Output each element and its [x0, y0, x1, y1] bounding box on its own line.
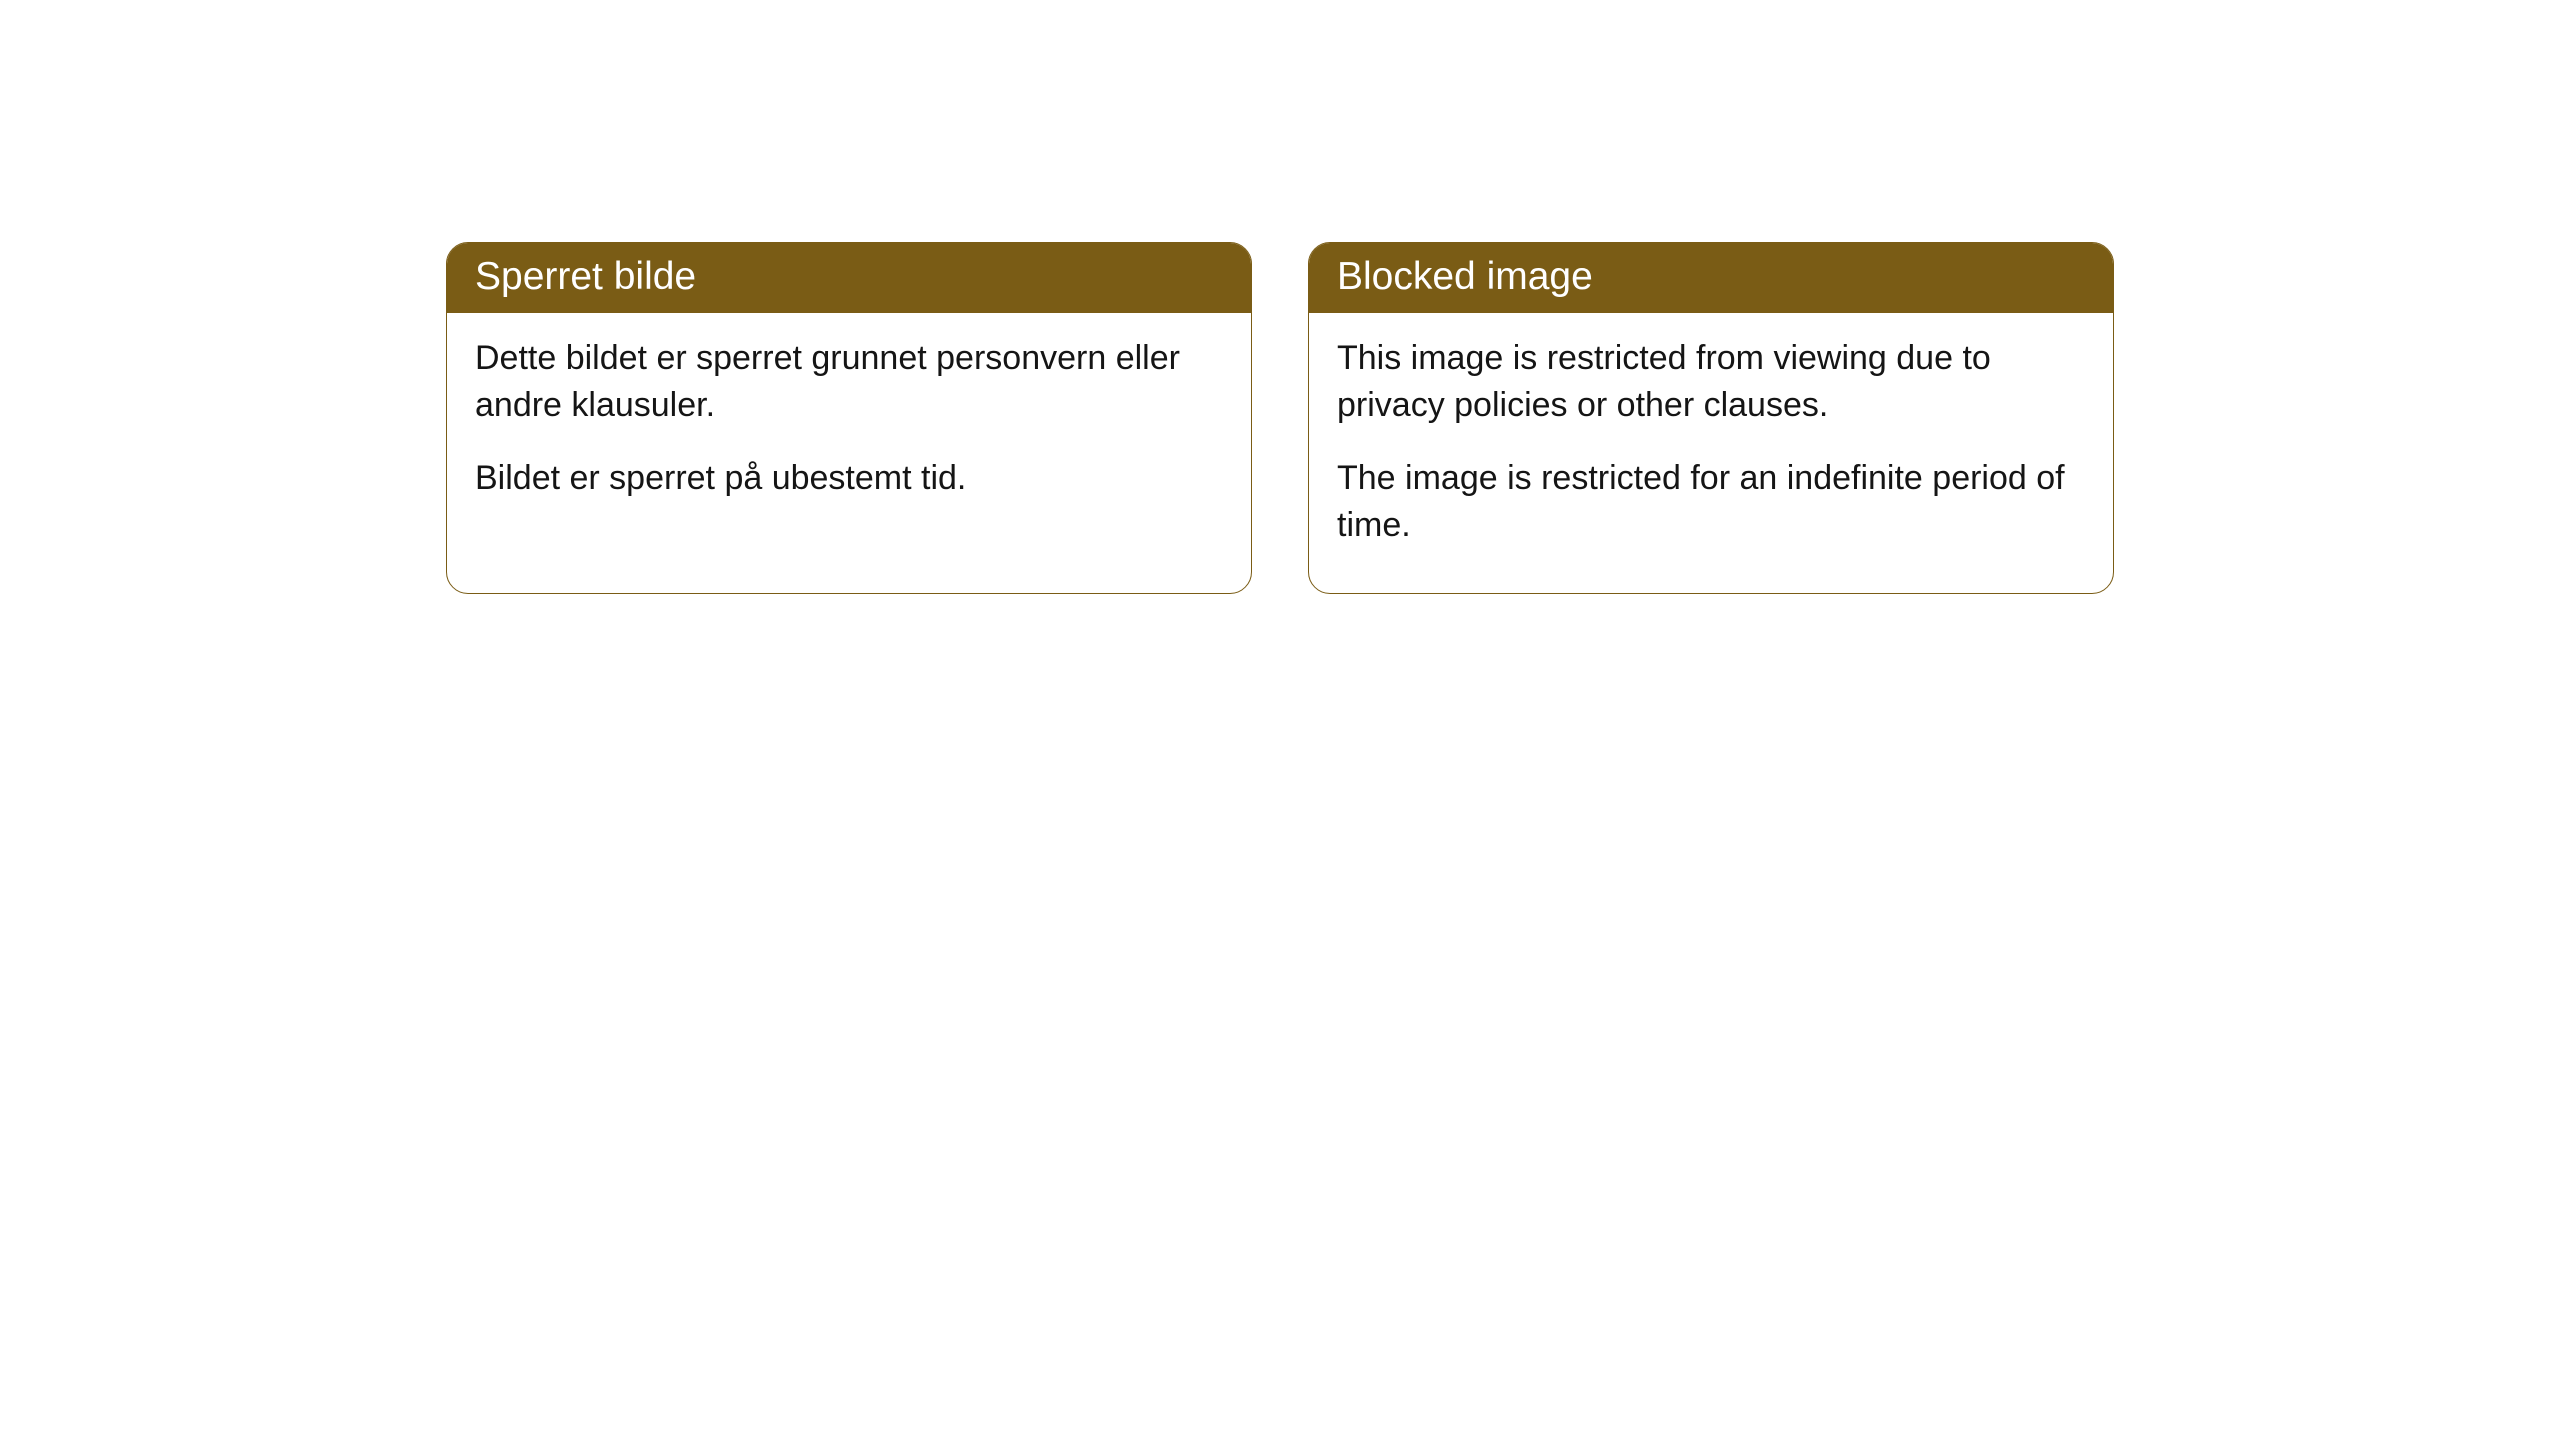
notice-card-norwegian: Sperret bilde Dette bildet er sperret gr…: [446, 242, 1252, 594]
card-body-english: This image is restricted from viewing du…: [1309, 313, 2113, 593]
card-paragraph: Dette bildet er sperret grunnet personve…: [475, 335, 1223, 429]
card-header-norwegian: Sperret bilde: [447, 243, 1251, 313]
card-paragraph: Bildet er sperret på ubestemt tid.: [475, 455, 1223, 502]
card-body-norwegian: Dette bildet er sperret grunnet personve…: [447, 313, 1251, 546]
notice-cards-container: Sperret bilde Dette bildet er sperret gr…: [0, 242, 2560, 594]
card-paragraph: This image is restricted from viewing du…: [1337, 335, 2085, 429]
card-paragraph: The image is restricted for an indefinit…: [1337, 455, 2085, 549]
card-header-english: Blocked image: [1309, 243, 2113, 313]
notice-card-english: Blocked image This image is restricted f…: [1308, 242, 2114, 594]
card-title: Blocked image: [1337, 255, 1593, 298]
card-title: Sperret bilde: [475, 255, 696, 298]
